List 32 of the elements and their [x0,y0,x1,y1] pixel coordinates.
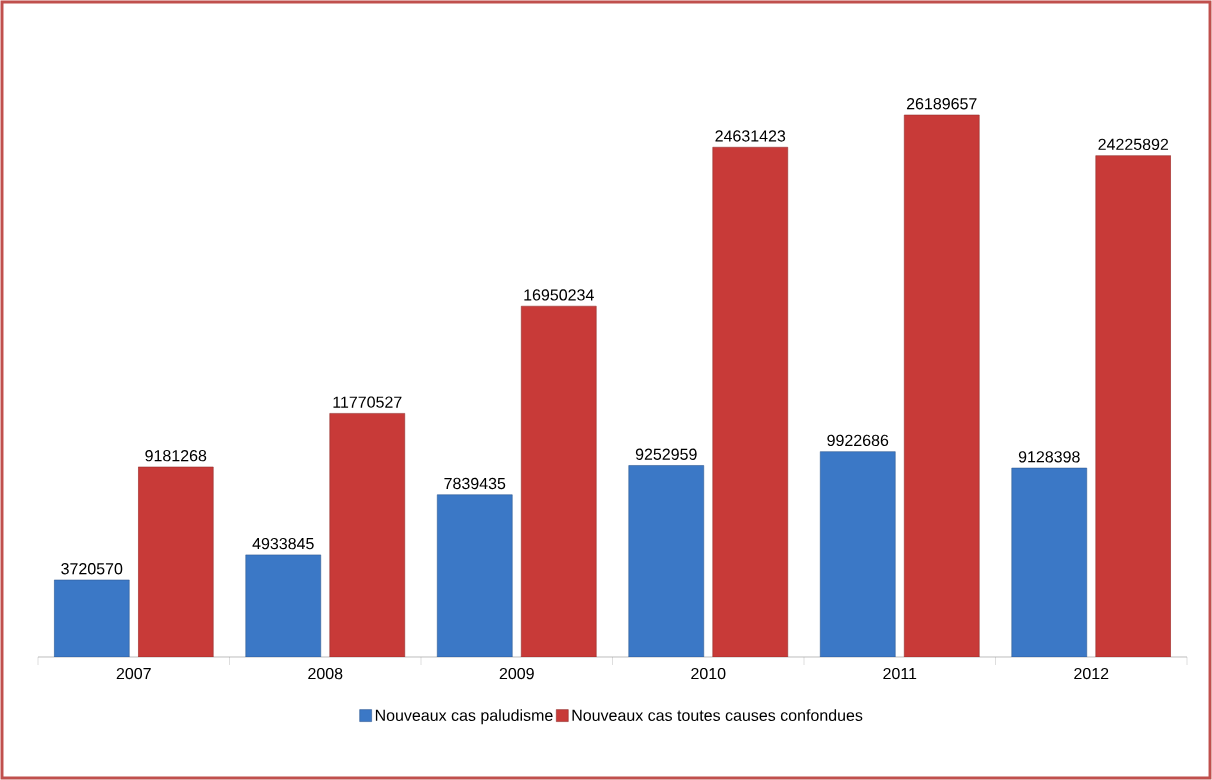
data-label: 16950234 [524,289,594,301]
data-label: 24631423 [715,130,786,142]
data-label: 9128398 [1018,451,1080,463]
bar [1011,467,1088,657]
bar [712,146,789,657]
data-label: 9181268 [145,450,207,462]
x-tick-label: 2012 [1074,667,1109,680]
data-label: 24225892 [1098,138,1169,151]
bar [53,579,130,657]
data-label: 7839435 [444,477,506,490]
bar [1095,155,1172,657]
x-tick-label: 2008 [308,667,343,680]
data-label: 11770527 [333,396,402,408]
bar [329,413,406,657]
x-tick-label: 2007 [116,667,151,680]
bar [436,494,513,657]
bar [245,554,322,657]
bar [137,466,214,657]
bar [819,451,896,657]
data-label: 3720570 [61,563,123,575]
data-label: 9252959 [635,448,697,460]
x-tick-label: 2011 [883,667,917,680]
bar [520,305,597,657]
data-label: 4933845 [252,537,314,550]
legend-label: Nouveaux cas toutes causes confondues [572,709,863,721]
bar [628,465,705,657]
bar [903,114,980,657]
legend-label: Nouveaux cas paludisme [375,709,553,725]
data-label: 9922686 [827,434,889,447]
x-tick-label: 2009 [499,667,534,680]
data-label: 26189657 [906,98,977,110]
x-tick-label: 2010 [691,667,726,680]
